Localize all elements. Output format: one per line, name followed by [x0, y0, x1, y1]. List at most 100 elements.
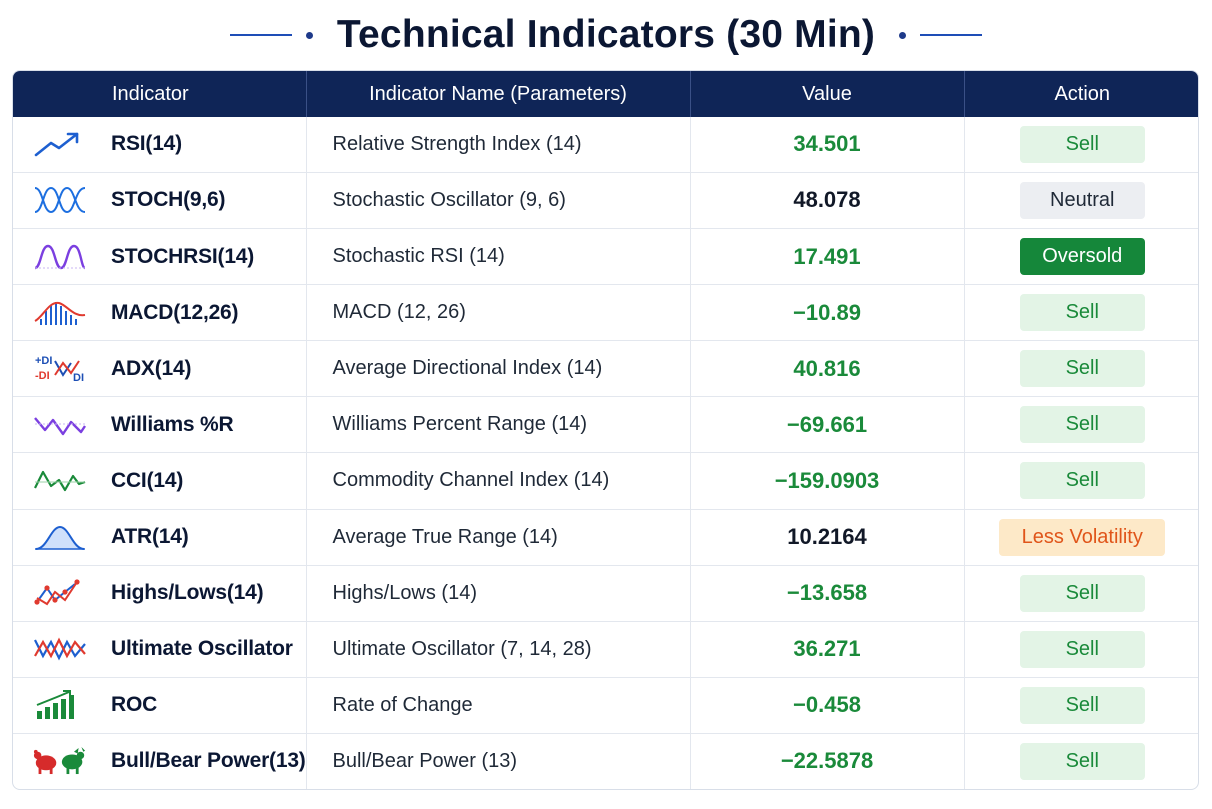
indicator-name: Rate of Change — [306, 677, 691, 734]
title-dot-right — [899, 31, 907, 39]
header-value: Value — [690, 71, 965, 117]
action-cell: Neutral — [964, 172, 1198, 228]
header-name: Indicator Name (Parameters) — [306, 71, 691, 117]
action-cell: Sell — [964, 285, 1198, 341]
table-row: ROC Rate of Change −0.458 Sell — [13, 677, 1198, 734]
indicator-cell: RSI(14) — [13, 117, 307, 173]
indicator-label: Bull/Bear Power(13) — [111, 749, 306, 773]
indicator-label: ROC — [111, 693, 158, 717]
action-cell: Sell — [964, 453, 1198, 509]
action-badge: Sell — [1019, 406, 1145, 444]
indicator-cell: STOCH(9,6) — [13, 172, 307, 229]
title-bar: Technical Indicators (30 Min) — [0, 0, 1212, 70]
indicator-value: 36.271 — [690, 621, 965, 678]
action-badge: Sell — [1019, 294, 1145, 332]
action-cell: Sell — [964, 621, 1198, 677]
table-row: Williams %R Williams Percent Range (14) −6… — [13, 396, 1198, 453]
svg-text:+DI: +DI — [35, 355, 52, 367]
indicator-value: 17.491 — [690, 228, 965, 285]
indicator-name: Relative Strength Index (14) — [306, 117, 691, 173]
action-badge: Sell — [1019, 630, 1145, 668]
title-line-right — [920, 34, 983, 36]
indicator-label: ATR(14) — [111, 525, 189, 549]
indicator-name: MACD (12, 26) — [306, 284, 691, 341]
indicator-value: −159.0903 — [690, 452, 965, 510]
table-row: RSI(14) Relative Strength Index (14) 34.50… — [13, 117, 1198, 173]
indicator-value: −13.658 — [690, 565, 965, 622]
action-badge: Sell — [1019, 742, 1145, 780]
indicator-name: Highs/Lows (14) — [306, 565, 691, 622]
indicator-cell: Ultimate Oscillator — [13, 621, 307, 678]
indicator-value: 48.078 — [690, 172, 965, 229]
action-cell: Sell — [964, 341, 1198, 397]
indicator-value: −22.5878 — [690, 733, 965, 789]
macd-histogram-icon — [33, 296, 87, 330]
table-row: ATR(14) Average True Range (14) 10.2164 Les… — [13, 509, 1198, 566]
action-cell: Sell — [964, 397, 1198, 453]
title-line-left — [229, 34, 292, 36]
action-badge: Sell — [1019, 350, 1145, 388]
indicator-value: −10.89 — [690, 284, 965, 341]
indicator-name: Bull/Bear Power (13) — [306, 733, 691, 789]
indicator-cell: MACD(12,26) — [13, 284, 307, 341]
indicators-table: Indicator Indicator Name (Parameters) Va… — [12, 70, 1199, 790]
indicator-name: Average Directional Index (14) — [306, 340, 691, 397]
indicator-name: Average True Range (14) — [306, 509, 691, 566]
indicator-label: RSI(14) — [111, 132, 182, 156]
svg-text:-DI: -DI — [35, 370, 50, 382]
indicator-value: 34.501 — [690, 117, 965, 173]
header-action: Action — [1054, 82, 1111, 105]
sine-wave-icon — [33, 240, 87, 274]
indicator-label: MACD(12,26) — [111, 300, 239, 324]
action-cell: Sell — [964, 117, 1198, 172]
action-badge: Sell — [1019, 462, 1145, 500]
table-header-row: Indicator Indicator Name (Parameters) Va… — [13, 71, 1198, 117]
indicator-label: Ultimate Oscillator — [111, 637, 293, 661]
action-badge: Sell — [1019, 574, 1145, 612]
indicator-label: Highs/Lows(14) — [111, 581, 264, 605]
indicator-label: STOCHRSI(14) — [111, 244, 255, 268]
bell-curve-icon — [33, 520, 87, 554]
table-row: CCI(14) Commodity Channel Index (14) −159.… — [13, 452, 1198, 510]
indicator-label: STOCH(9,6) — [111, 188, 226, 212]
trend-up-icon — [33, 127, 87, 161]
title-dot-left — [305, 31, 313, 39]
indicator-value: 10.2164 — [690, 509, 965, 566]
table-row: MACD(12,26) MACD (12, 26) −10.89 Sell — [13, 284, 1198, 341]
indicator-cell: ATR(14) — [13, 509, 307, 566]
indicator-value: 40.816 — [690, 340, 965, 397]
action-cell: Sell — [964, 733, 1198, 789]
action-badge: Neutral — [1019, 181, 1145, 219]
indicator-name: Ultimate Oscillator (7, 14, 28) — [306, 621, 691, 678]
indicator-label: CCI(14) — [111, 468, 184, 492]
page-title: Technical Indicators (30 Min) — [336, 13, 876, 56]
indicator-name: Stochastic Oscillator (9, 6) — [306, 172, 691, 229]
indicator-cell: Williams %R — [13, 396, 307, 453]
adx-di-icon: +DI -DI DI — [33, 352, 87, 386]
action-badge: Sell — [1019, 125, 1145, 163]
action-badge: Sell — [1019, 686, 1145, 724]
indicator-value: −0.458 — [690, 677, 965, 734]
indicator-cell: ROC — [13, 677, 307, 734]
wave-cross-icon — [33, 183, 87, 217]
bar-growth-icon — [33, 688, 87, 722]
indicator-cell: STOCHRSI(14) — [13, 228, 307, 285]
indicator-value: −69.661 — [690, 396, 965, 453]
indicator-name: Stochastic RSI (14) — [306, 228, 691, 285]
highs-lows-icon — [33, 576, 87, 610]
oscillator-icon — [33, 632, 87, 666]
table-row: Bull/Bear Power(13) Bull/Bear Power (13) −… — [13, 733, 1198, 789]
action-badge: Oversold — [1019, 238, 1145, 276]
zigzag-icon — [33, 408, 87, 442]
indicator-label: Williams %R — [111, 412, 234, 436]
table-row: STOCH(9,6) Stochastic Oscillator (9, 6) 48… — [13, 172, 1198, 229]
cci-wave-icon — [33, 464, 87, 498]
table-row: STOCHRSI(14) Stochastic RSI (14) 17.491 Ove… — [13, 228, 1198, 285]
action-cell: Oversold — [964, 228, 1198, 284]
indicator-cell: Bull/Bear Power(13) — [13, 733, 307, 789]
indicator-label: ADX(14) — [111, 356, 192, 380]
table-row: Ultimate Oscillator Ultimate Oscillator (… — [13, 621, 1198, 678]
header-indicator: Indicator — [13, 71, 307, 117]
table-row: Highs/Lows(14) Highs/Lows (14) −13.658 Sell — [13, 565, 1198, 622]
action-badge: Less Volatility — [999, 518, 1166, 556]
